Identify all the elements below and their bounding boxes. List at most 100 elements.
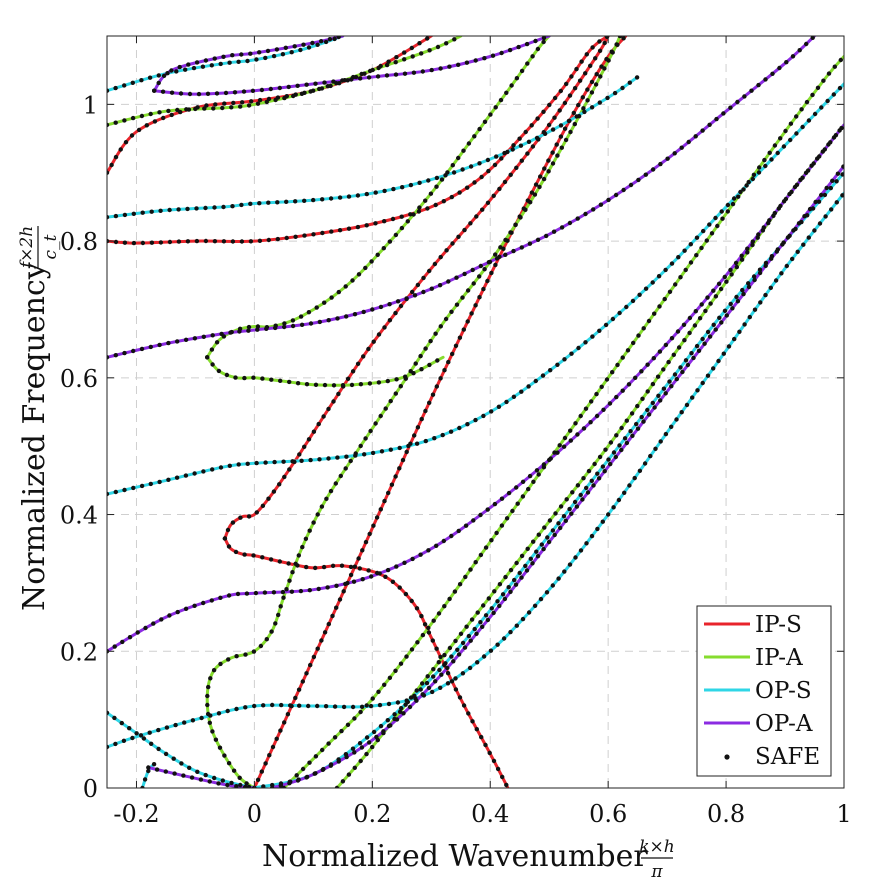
safe-point — [594, 413, 600, 419]
safe-point — [266, 496, 271, 501]
safe-point — [635, 426, 641, 431]
safe-point — [762, 157, 767, 163]
safe-point — [129, 133, 135, 138]
safe-point — [442, 368, 447, 373]
safe-point — [750, 176, 755, 182]
safe-point — [506, 490, 512, 496]
safe-point — [204, 103, 209, 108]
safe-point — [307, 588, 312, 593]
x-tick-label: 0.2 — [353, 800, 391, 828]
safe-point — [177, 64, 182, 70]
safe-point — [472, 134, 477, 139]
safe-point — [205, 702, 210, 708]
safe-point — [131, 240, 137, 246]
safe-point — [303, 536, 309, 541]
safe-point — [237, 775, 242, 780]
safe-point — [567, 220, 573, 226]
safe-point — [315, 703, 320, 709]
safe-point — [450, 351, 455, 357]
safe-point — [650, 167, 656, 172]
safe-point — [717, 315, 722, 320]
safe-point — [835, 171, 841, 176]
safe-point — [666, 359, 671, 365]
safe-point — [436, 611, 442, 616]
safe-point — [370, 744, 375, 750]
safe-point — [405, 219, 410, 224]
safe-point — [166, 340, 171, 346]
safe-point — [829, 207, 834, 212]
safe-point — [821, 78, 826, 83]
safe-point — [349, 382, 355, 388]
safe-point — [227, 60, 232, 65]
safe-point — [198, 777, 204, 782]
safe-point — [348, 564, 354, 570]
safe-point — [705, 329, 711, 335]
safe-point — [398, 384, 403, 389]
safe-point — [140, 240, 146, 246]
safe-point — [639, 369, 644, 374]
safe-point — [430, 392, 436, 397]
safe-point — [390, 579, 396, 584]
safe-point — [462, 645, 468, 650]
safe-point — [461, 703, 467, 708]
safe-point — [360, 577, 365, 582]
safe-point — [107, 491, 110, 497]
safe-point — [589, 399, 594, 404]
safe-point — [107, 710, 110, 715]
safe-point — [692, 323, 698, 328]
safe-point — [425, 206, 430, 211]
safe-point — [733, 260, 739, 266]
safe-point — [529, 123, 534, 128]
safe-point — [504, 90, 509, 96]
safe-point — [399, 706, 404, 711]
safe-point — [212, 775, 217, 781]
safe-point — [537, 184, 542, 190]
safe-point — [173, 722, 178, 728]
safe-point — [261, 703, 266, 708]
safe-point — [281, 459, 286, 464]
safe-point — [693, 134, 698, 139]
safe-point — [222, 753, 227, 758]
safe-point — [580, 497, 585, 502]
safe-point — [337, 228, 343, 233]
safe-point — [226, 761, 232, 766]
safe-point — [282, 321, 287, 326]
safe-point — [457, 335, 463, 340]
safe-point — [253, 590, 259, 596]
safe-point — [361, 354, 366, 359]
safe-point — [244, 591, 250, 596]
safe-point — [340, 779, 346, 784]
safe-point — [223, 90, 229, 96]
safe-point — [192, 336, 198, 341]
safe-point — [440, 432, 445, 438]
safe-point — [508, 629, 513, 635]
safe-point — [322, 630, 328, 635]
safe-point — [756, 82, 761, 88]
safe-point — [147, 75, 153, 80]
safe-point — [410, 289, 415, 295]
safe-point — [164, 725, 170, 730]
safe-point — [272, 459, 277, 465]
safe-point — [583, 71, 588, 76]
safe-point — [332, 735, 338, 740]
safe-point — [453, 676, 458, 681]
safe-point — [412, 693, 417, 698]
safe-point — [569, 511, 574, 516]
safe-point — [394, 55, 399, 60]
safe-point — [830, 178, 835, 183]
safe-point — [645, 362, 650, 367]
safe-point — [531, 539, 536, 544]
safe-point — [493, 262, 498, 268]
safe-point — [453, 687, 459, 692]
safe-point — [524, 41, 530, 47]
safe-point — [243, 784, 248, 788]
safe-point — [492, 589, 497, 594]
safe-point — [646, 318, 652, 324]
safe-point — [494, 154, 499, 159]
safe-point — [352, 716, 357, 721]
safe-point — [192, 471, 197, 476]
safe-point — [679, 410, 684, 415]
safe-point — [296, 553, 301, 558]
safe-point — [624, 304, 629, 310]
safe-point — [311, 197, 316, 203]
